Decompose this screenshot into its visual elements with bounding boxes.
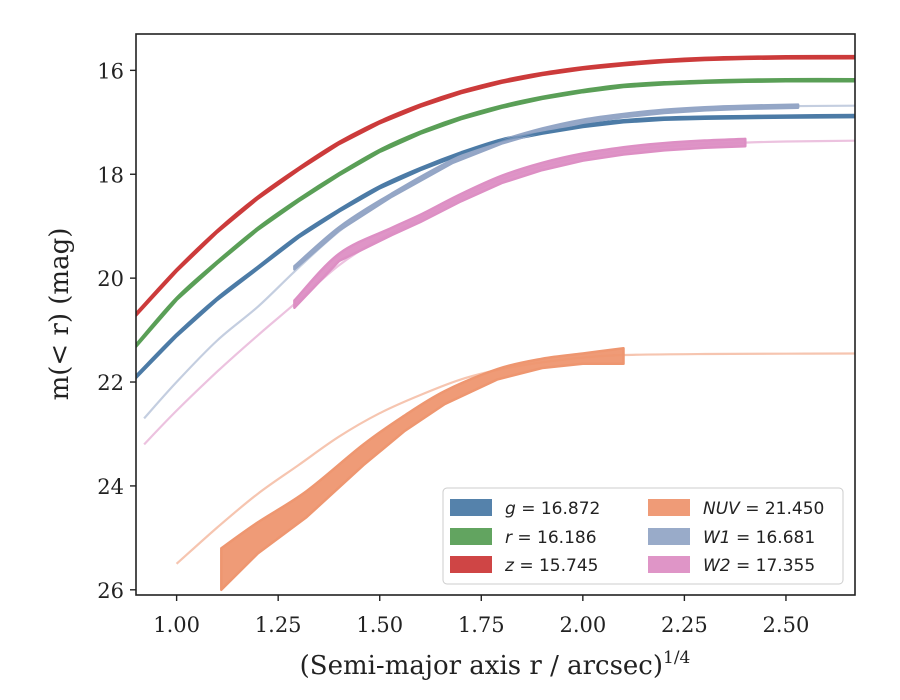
series-band-w1 bbox=[293, 103, 800, 271]
y-tick-label: 20 bbox=[97, 267, 124, 291]
y-tick-label: 18 bbox=[97, 163, 124, 187]
x-tick-label: 1.00 bbox=[153, 613, 200, 637]
y-tick-label: 22 bbox=[97, 371, 124, 395]
legend-swatch-w2 bbox=[648, 556, 690, 573]
legend-label-w1: W1 = 16.681 bbox=[703, 528, 815, 548]
legend-label-value: = 15.745 bbox=[514, 556, 599, 576]
legend-swatch-g bbox=[450, 499, 492, 516]
series-line-g bbox=[136, 115, 855, 378]
x-axis-title-sup: 1/4 bbox=[663, 648, 690, 668]
legend-swatch-w1 bbox=[648, 528, 690, 545]
legend-label-symbol: W1 bbox=[703, 528, 731, 548]
legend-label-value: = 17.355 bbox=[731, 556, 816, 576]
series-line-nuv bbox=[175, 352, 855, 565]
legend-label-g: g = 16.872 bbox=[505, 499, 600, 519]
plot-frame bbox=[135, 33, 856, 596]
legend-label-symbol: W2 bbox=[703, 556, 731, 576]
y-tick-label: 24 bbox=[97, 475, 124, 499]
legend-label-r: r = 16.186 bbox=[505, 528, 597, 548]
legend-label-symbol: z bbox=[504, 556, 515, 576]
series-band-w2 bbox=[293, 137, 747, 309]
series-line-w2 bbox=[143, 139, 855, 446]
x-axis-title-main: (Semi-major axis r / arcsec) bbox=[300, 651, 663, 681]
legend-label-w2: W2 = 17.355 bbox=[703, 556, 815, 576]
legend-label-nuv: NUV = 21.450 bbox=[703, 499, 824, 519]
x-tick-label: 1.25 bbox=[255, 613, 302, 637]
legend-label-value: = 21.450 bbox=[740, 499, 825, 519]
x-tick-label: 2.50 bbox=[763, 613, 810, 637]
x-axis-title: (Semi-major axis r / arcsec)1/4 bbox=[300, 648, 691, 681]
y-axis-title: m(< r) (mag) bbox=[45, 228, 75, 401]
legend-label-symbol: r bbox=[505, 528, 513, 548]
x-tick-label: 2.00 bbox=[559, 613, 606, 637]
series-line-z bbox=[136, 56, 855, 316]
legend-swatch-nuv bbox=[648, 499, 690, 516]
legend-label-symbol: NUV bbox=[703, 499, 741, 519]
series-band-g bbox=[136, 113, 855, 380]
model-lines bbox=[136, 56, 855, 565]
legend-label-z: z = 15.745 bbox=[504, 556, 598, 576]
legend-swatch-z bbox=[450, 556, 492, 573]
y-tick-label: 26 bbox=[97, 579, 124, 603]
x-tick-label: 1.75 bbox=[458, 613, 505, 637]
y-tick-label: 16 bbox=[97, 59, 124, 83]
legend-label-value: = 16.186 bbox=[512, 528, 597, 548]
series-line-w1 bbox=[143, 104, 855, 420]
x-tick-label: 2.25 bbox=[661, 613, 708, 637]
series-band-nuv bbox=[220, 347, 625, 592]
legend-label-symbol: g bbox=[505, 499, 516, 519]
legend-label-value: = 16.681 bbox=[731, 528, 816, 548]
series-line-r bbox=[136, 79, 855, 347]
legend-swatch-r bbox=[450, 528, 492, 545]
y-axis-ticks: 16 18 20 22 24 26 bbox=[97, 59, 136, 603]
legend-frame bbox=[442, 487, 844, 585]
legend-label-value: = 16.872 bbox=[516, 499, 601, 519]
x-tick-label: 1.50 bbox=[356, 613, 403, 637]
x-axis-ticks: 1.00 1.25 1.50 1.75 2.00 2.25 2.50 bbox=[153, 595, 809, 637]
